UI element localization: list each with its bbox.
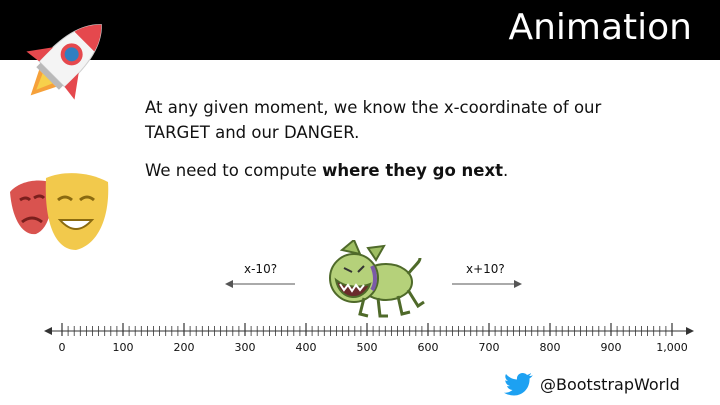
tick-label: 100 [113, 341, 134, 354]
tick-label: 600 [418, 341, 439, 354]
left-arrow-icon [225, 280, 295, 288]
twitter-bird-icon [504, 373, 533, 396]
right-move-label: x+10? [466, 262, 505, 276]
tick-label: 300 [235, 341, 256, 354]
dog-danger-icon [329, 240, 425, 318]
intro-text: At any given moment, we know the x-coord… [145, 98, 602, 142]
task-text-bold: where they go next [322, 161, 504, 180]
tick-label: 400 [296, 341, 317, 354]
tick-label: 900 [601, 341, 622, 354]
tick-label: 0 [59, 341, 66, 354]
header-bar [0, 0, 720, 60]
twitter-footer: @BootstrapWorld [504, 372, 680, 396]
theater-masks-icon [10, 173, 109, 250]
task-text: We need to compute where they go next. [145, 158, 665, 183]
tick-label: 800 [540, 341, 561, 354]
tick-labels: 0 100 200 300 400 500 600 700 800 900 1,000 [59, 341, 688, 354]
tick-label: 500 [357, 341, 378, 354]
slide-title: Animation [508, 7, 692, 48]
twitter-handle: @BootstrapWorld [540, 374, 680, 394]
tick-label: 200 [174, 341, 195, 354]
minor-ticks [61, 323, 673, 336]
tick-label: 700 [479, 341, 500, 354]
rocket-icon [26, 24, 102, 100]
task-text-suffix: . [503, 161, 509, 180]
right-arrow-icon [452, 280, 522, 288]
left-move-label: x-10? [244, 262, 278, 276]
task-text-prefix: We need to compute [145, 161, 323, 180]
tick-label: 1,000 [656, 341, 688, 354]
number-line: 0 100 200 300 400 500 600 700 800 900 1,000 [44, 323, 694, 354]
